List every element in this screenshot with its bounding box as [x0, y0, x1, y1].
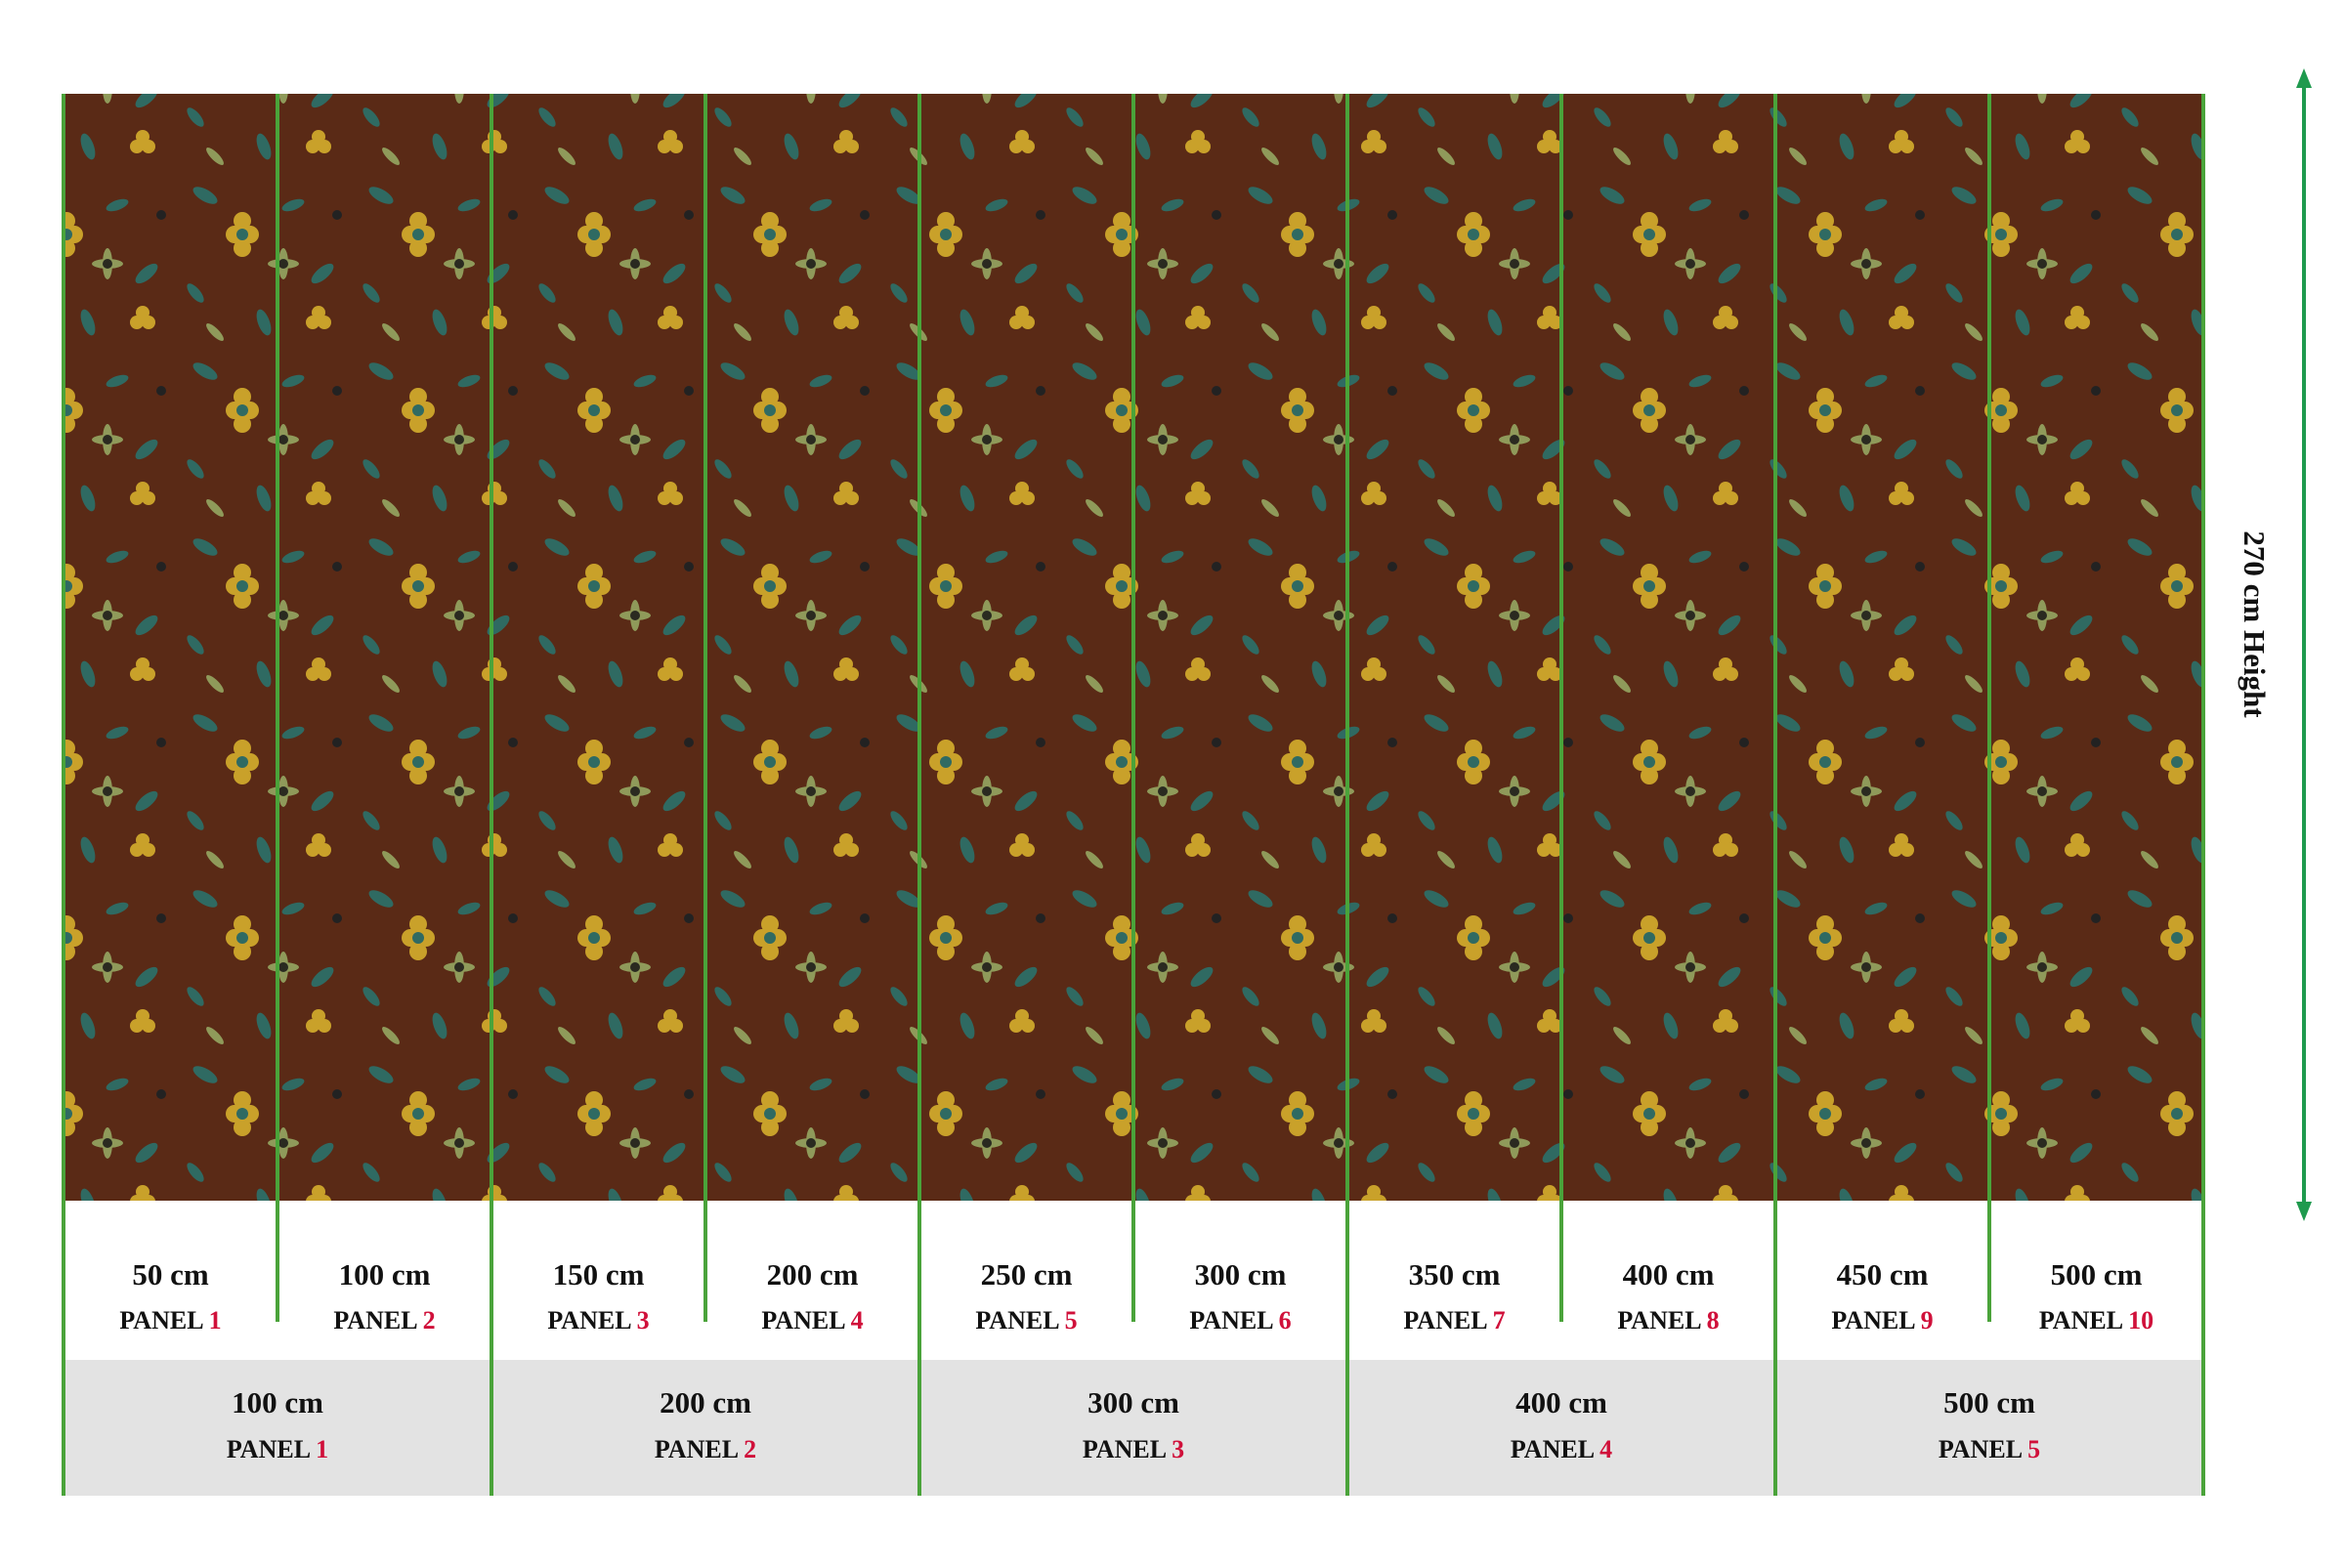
panel-word: PANEL	[1831, 1306, 1915, 1335]
panel-label: PANEL 4	[761, 1306, 863, 1335]
panel-label: PANEL 5	[975, 1306, 1077, 1335]
panel-label: PANEL 8	[1617, 1306, 1719, 1335]
panel-number: 5	[2027, 1435, 2040, 1463]
panel-width: 150 cm	[553, 1257, 645, 1292]
panel-label: PANEL 10	[2039, 1306, 2153, 1335]
panel-width: 50 cm	[132, 1257, 209, 1292]
panel-label: PANEL 9	[1831, 1306, 1933, 1335]
panel-word: PANEL	[1189, 1306, 1273, 1335]
panel-width: 100 cm	[339, 1257, 431, 1292]
panel-number: 5	[1065, 1306, 1078, 1335]
panel-number: 3	[1172, 1435, 1184, 1463]
panel-word: PANEL	[761, 1306, 845, 1335]
large-panel-row	[64, 1360, 2203, 1496]
panel-label: PANEL 2	[655, 1435, 756, 1463]
panel-width: 450 cm	[1837, 1257, 1929, 1292]
panel-number: 6	[1279, 1306, 1292, 1335]
panel-number: 8	[1707, 1306, 1720, 1335]
panel-width: 100 cm	[232, 1385, 323, 1420]
panel-word: PANEL	[1403, 1306, 1487, 1335]
panel-word: PANEL	[1939, 1435, 2023, 1463]
panel-width: 500 cm	[2051, 1257, 2143, 1292]
panel-width: 500 cm	[1943, 1385, 2035, 1420]
panel-label: PANEL 2	[333, 1306, 435, 1335]
panel-word: PANEL	[1617, 1306, 1701, 1335]
panel-width: 300 cm	[1195, 1257, 1287, 1292]
panel-number: 3	[637, 1306, 650, 1335]
panel-word: PANEL	[975, 1306, 1059, 1335]
panel-label: PANEL 3	[1083, 1435, 1184, 1463]
panel-width: 350 cm	[1409, 1257, 1501, 1292]
arrow-head	[2296, 68, 2312, 88]
panel-number: 2	[423, 1306, 436, 1335]
panel-label: PANEL 6	[1189, 1306, 1291, 1335]
panel-number: 1	[209, 1306, 222, 1335]
panel-number: 10	[2128, 1306, 2153, 1335]
panel-label: PANEL 5	[1939, 1435, 2040, 1463]
panel-word: PANEL	[547, 1306, 631, 1335]
panel-width: 200 cm	[660, 1385, 751, 1420]
panel-label: PANEL 1	[119, 1306, 221, 1335]
panel-label: PANEL 3	[547, 1306, 649, 1335]
panel-width: 200 cm	[767, 1257, 859, 1292]
panel-width: 250 cm	[981, 1257, 1073, 1292]
panel-word: PANEL	[119, 1306, 203, 1335]
panel-word: PANEL	[227, 1435, 311, 1463]
panel-label: PANEL 1	[227, 1435, 328, 1463]
panel-word: PANEL	[1511, 1435, 1595, 1463]
arrow-head	[2296, 1202, 2312, 1221]
panel-number: 4	[851, 1306, 864, 1335]
panel-word: PANEL	[2039, 1306, 2123, 1335]
panel-label: PANEL 7	[1403, 1306, 1505, 1335]
panel-number: 2	[744, 1435, 756, 1463]
panel-number: 7	[1493, 1306, 1506, 1335]
panel-label: PANEL 4	[1511, 1435, 1612, 1463]
panel-word: PANEL	[655, 1435, 739, 1463]
panel-number: 9	[1921, 1306, 1934, 1335]
panel-word: PANEL	[333, 1306, 417, 1335]
panel-number: 4	[1599, 1435, 1612, 1463]
panel-width: 400 cm	[1623, 1257, 1715, 1292]
height-label: 270 cm Height	[2238, 530, 2272, 718]
panel-number: 1	[316, 1435, 328, 1463]
panel-word: PANEL	[1083, 1435, 1167, 1463]
panel-width: 400 cm	[1515, 1385, 1607, 1420]
panel-width: 300 cm	[1087, 1385, 1179, 1420]
